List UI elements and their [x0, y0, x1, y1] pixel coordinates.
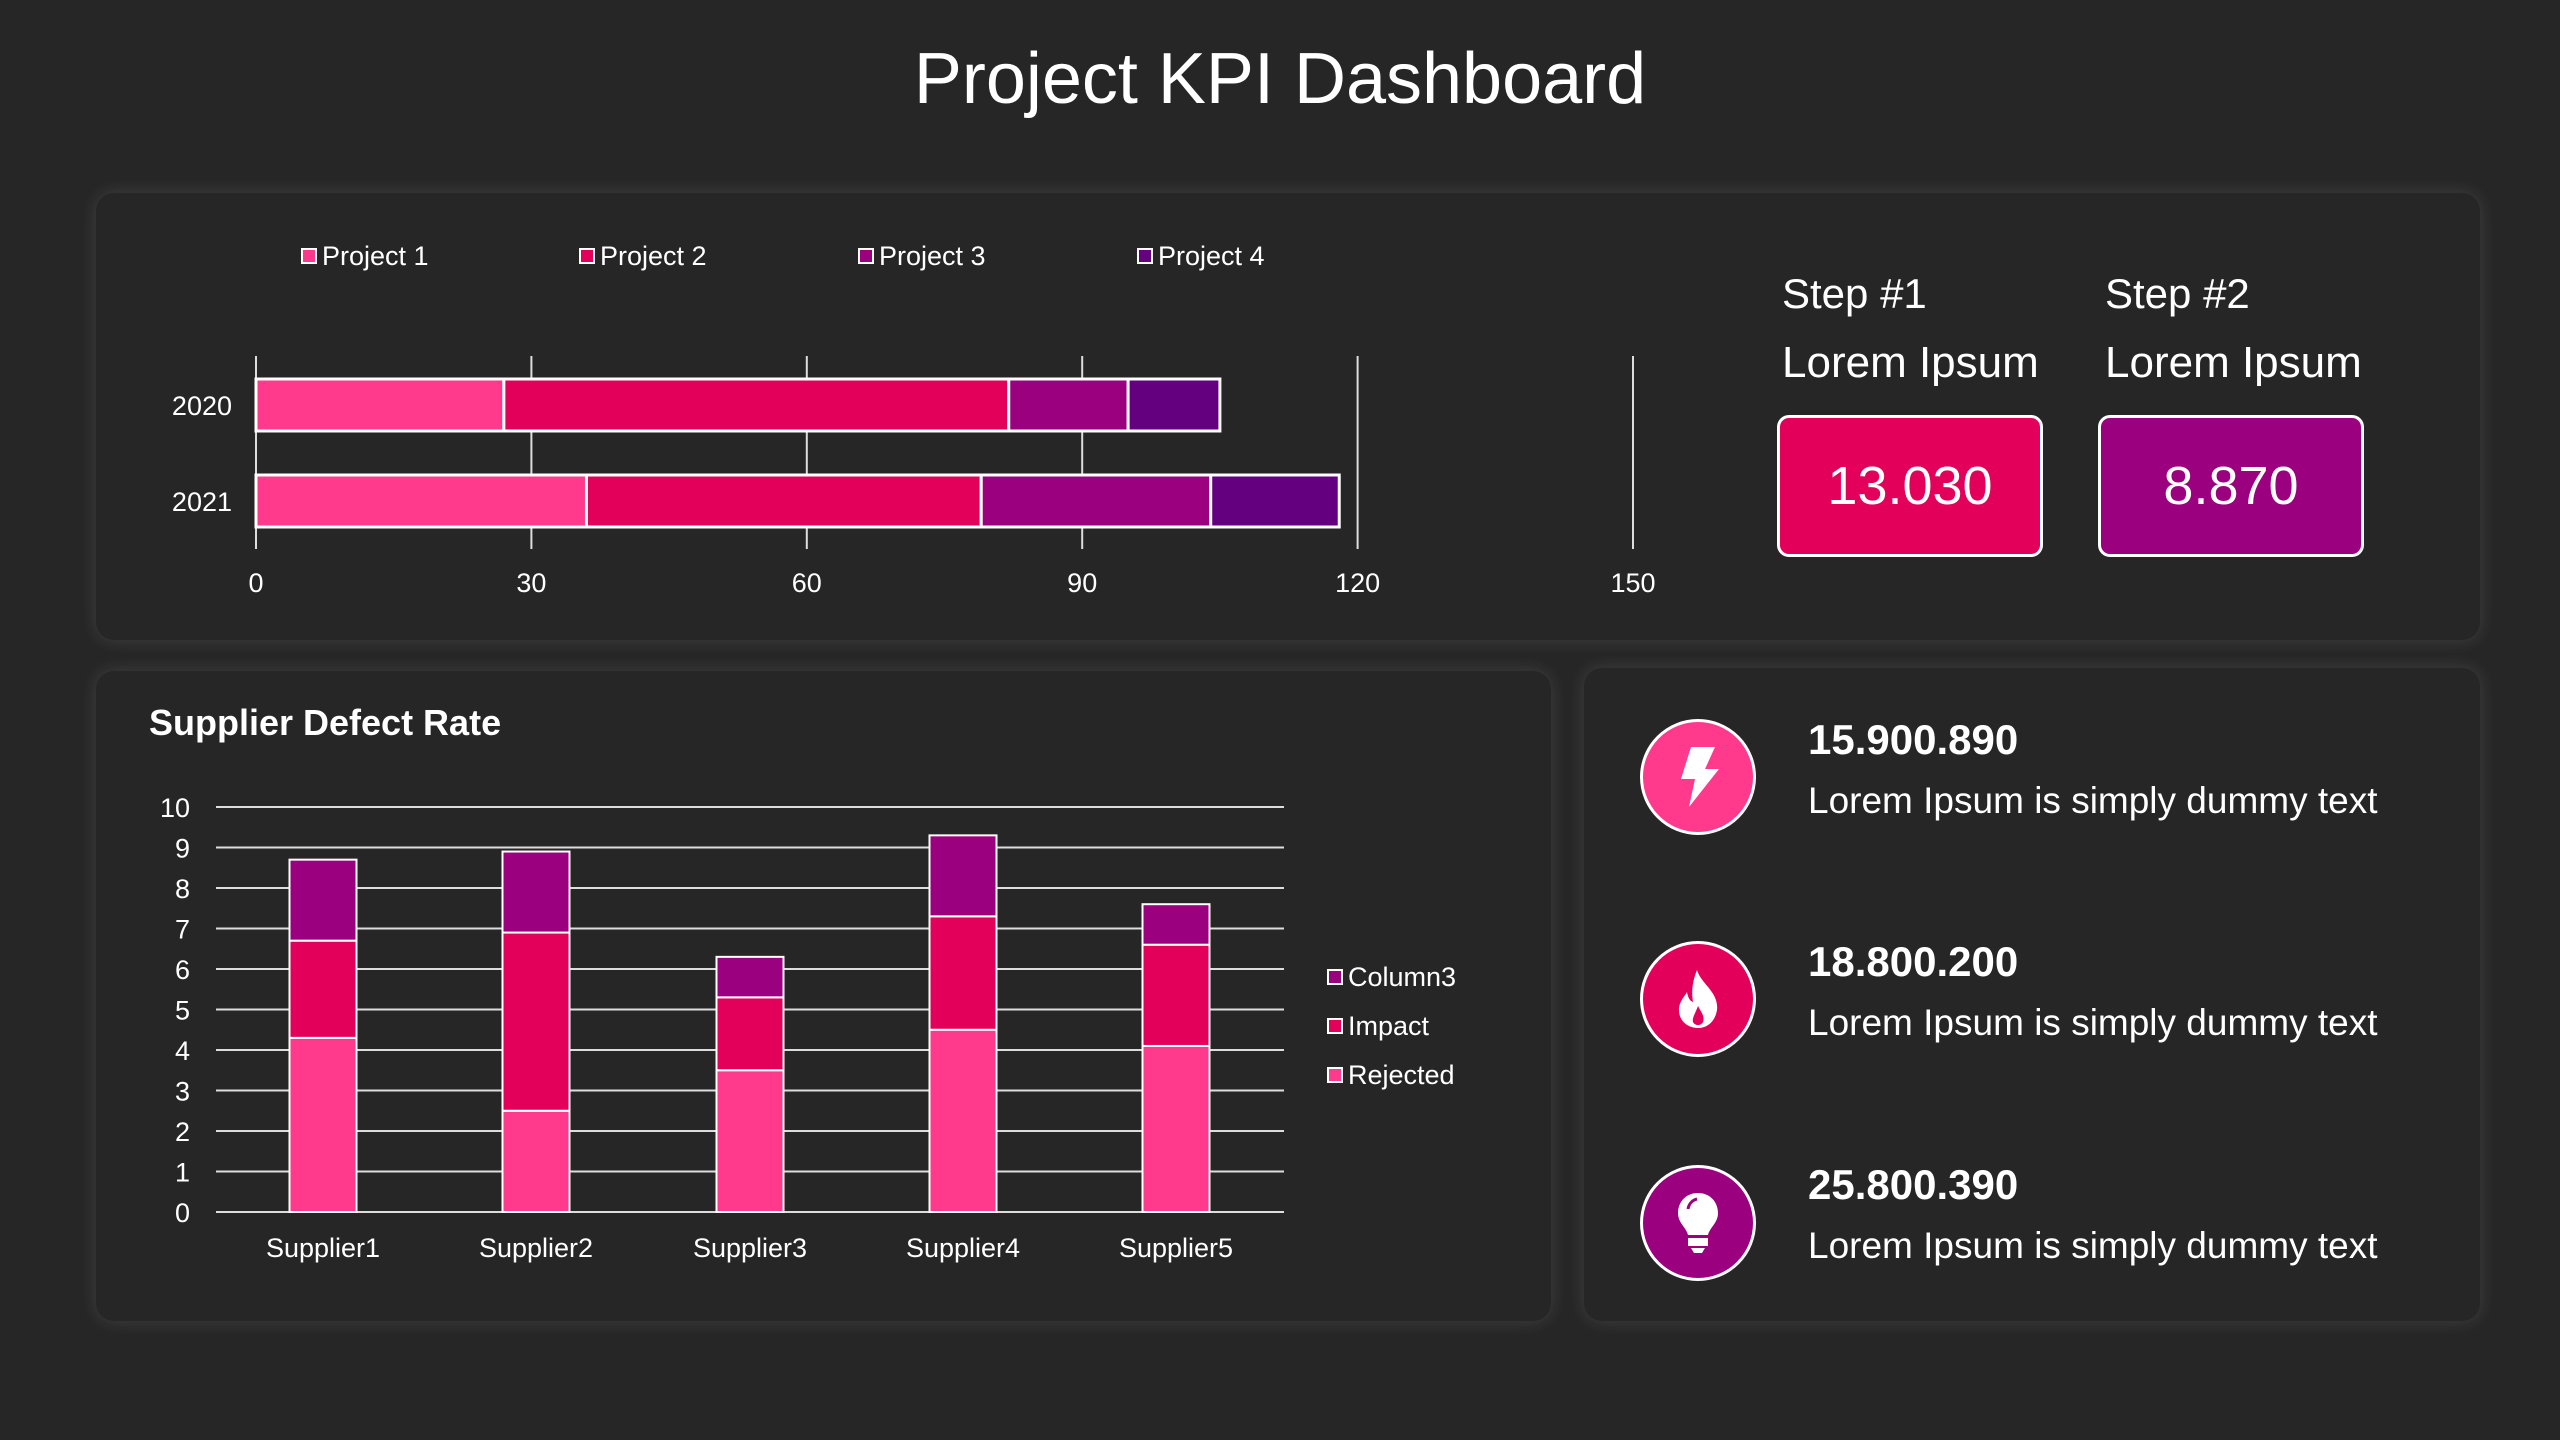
bar-segment-project-1: [254, 377, 506, 433]
kpi-1-icon-circle: [1640, 719, 1756, 835]
bar-segment-project-2: [502, 377, 1011, 433]
x-tick-label: 150: [1610, 568, 1655, 598]
x-tick-label: 30: [516, 568, 546, 598]
legend-label: Project 2: [600, 241, 707, 271]
x-tick-label: 60: [792, 568, 822, 598]
x-tick-label: 0: [248, 568, 263, 598]
legend-swatch: [1137, 248, 1153, 264]
kpi-2-value: 18.800.200: [1808, 938, 2019, 985]
kpi-3-value: 25.800.390: [1808, 1161, 2019, 1208]
project-bar-chart: 0 30 60 90 120 150 2020 2021 Project 1 Project 2 P…: [172, 241, 1656, 598]
supplier-panel: [96, 671, 1551, 1321]
legend-label: Project 4: [1158, 241, 1265, 271]
y-category-label: 2021: [172, 487, 232, 517]
legend-swatch: [579, 248, 595, 264]
kpi-1-value: 15.900.890: [1808, 716, 2019, 763]
step-2-value-box: 8.870: [2098, 415, 2364, 557]
kpi-2-icon-circle: [1640, 941, 1756, 1057]
legend-label: Project 1: [322, 241, 429, 271]
step-1-subtitle: Lorem Ipsum: [1782, 338, 2039, 387]
x-tick-label: 120: [1335, 568, 1380, 598]
bar-segment-project-4: [1209, 473, 1341, 529]
lightbulb-icon: [1678, 1193, 1718, 1253]
kpi-2-text: Lorem Ipsum is simply dummy text: [1808, 1002, 2378, 1043]
kpi-3-icon-circle: [1640, 1165, 1756, 1281]
step-1-label: Step #1: [1782, 270, 1927, 317]
step-2-subtitle: Lorem Ipsum: [2105, 338, 2362, 387]
bar-segment-project-3: [979, 473, 1213, 529]
bar-segment-project-3: [1007, 377, 1130, 433]
page-title: Project KPI Dashboard: [913, 39, 1647, 119]
step-2-label: Step #2: [2105, 270, 2250, 317]
fire-icon: [1678, 970, 1718, 1028]
kpi-3-text: Lorem Ipsum is simply dummy text: [1808, 1225, 2378, 1266]
kpi-1-text: Lorem Ipsum is simply dummy text: [1808, 780, 2378, 821]
y-category-label: 2020: [172, 391, 232, 421]
step-1-value-box: 13.030: [1777, 415, 2043, 557]
legend-swatch: [858, 248, 874, 264]
bar-segment-project-1: [254, 473, 588, 529]
bar-segment-project-2: [584, 473, 983, 529]
x-tick-label: 90: [1067, 568, 1097, 598]
legend-swatch: [301, 248, 317, 264]
legend-label: Project 3: [879, 241, 986, 271]
lightning-icon: [1681, 747, 1719, 807]
bar-segment-project-4: [1126, 377, 1222, 433]
